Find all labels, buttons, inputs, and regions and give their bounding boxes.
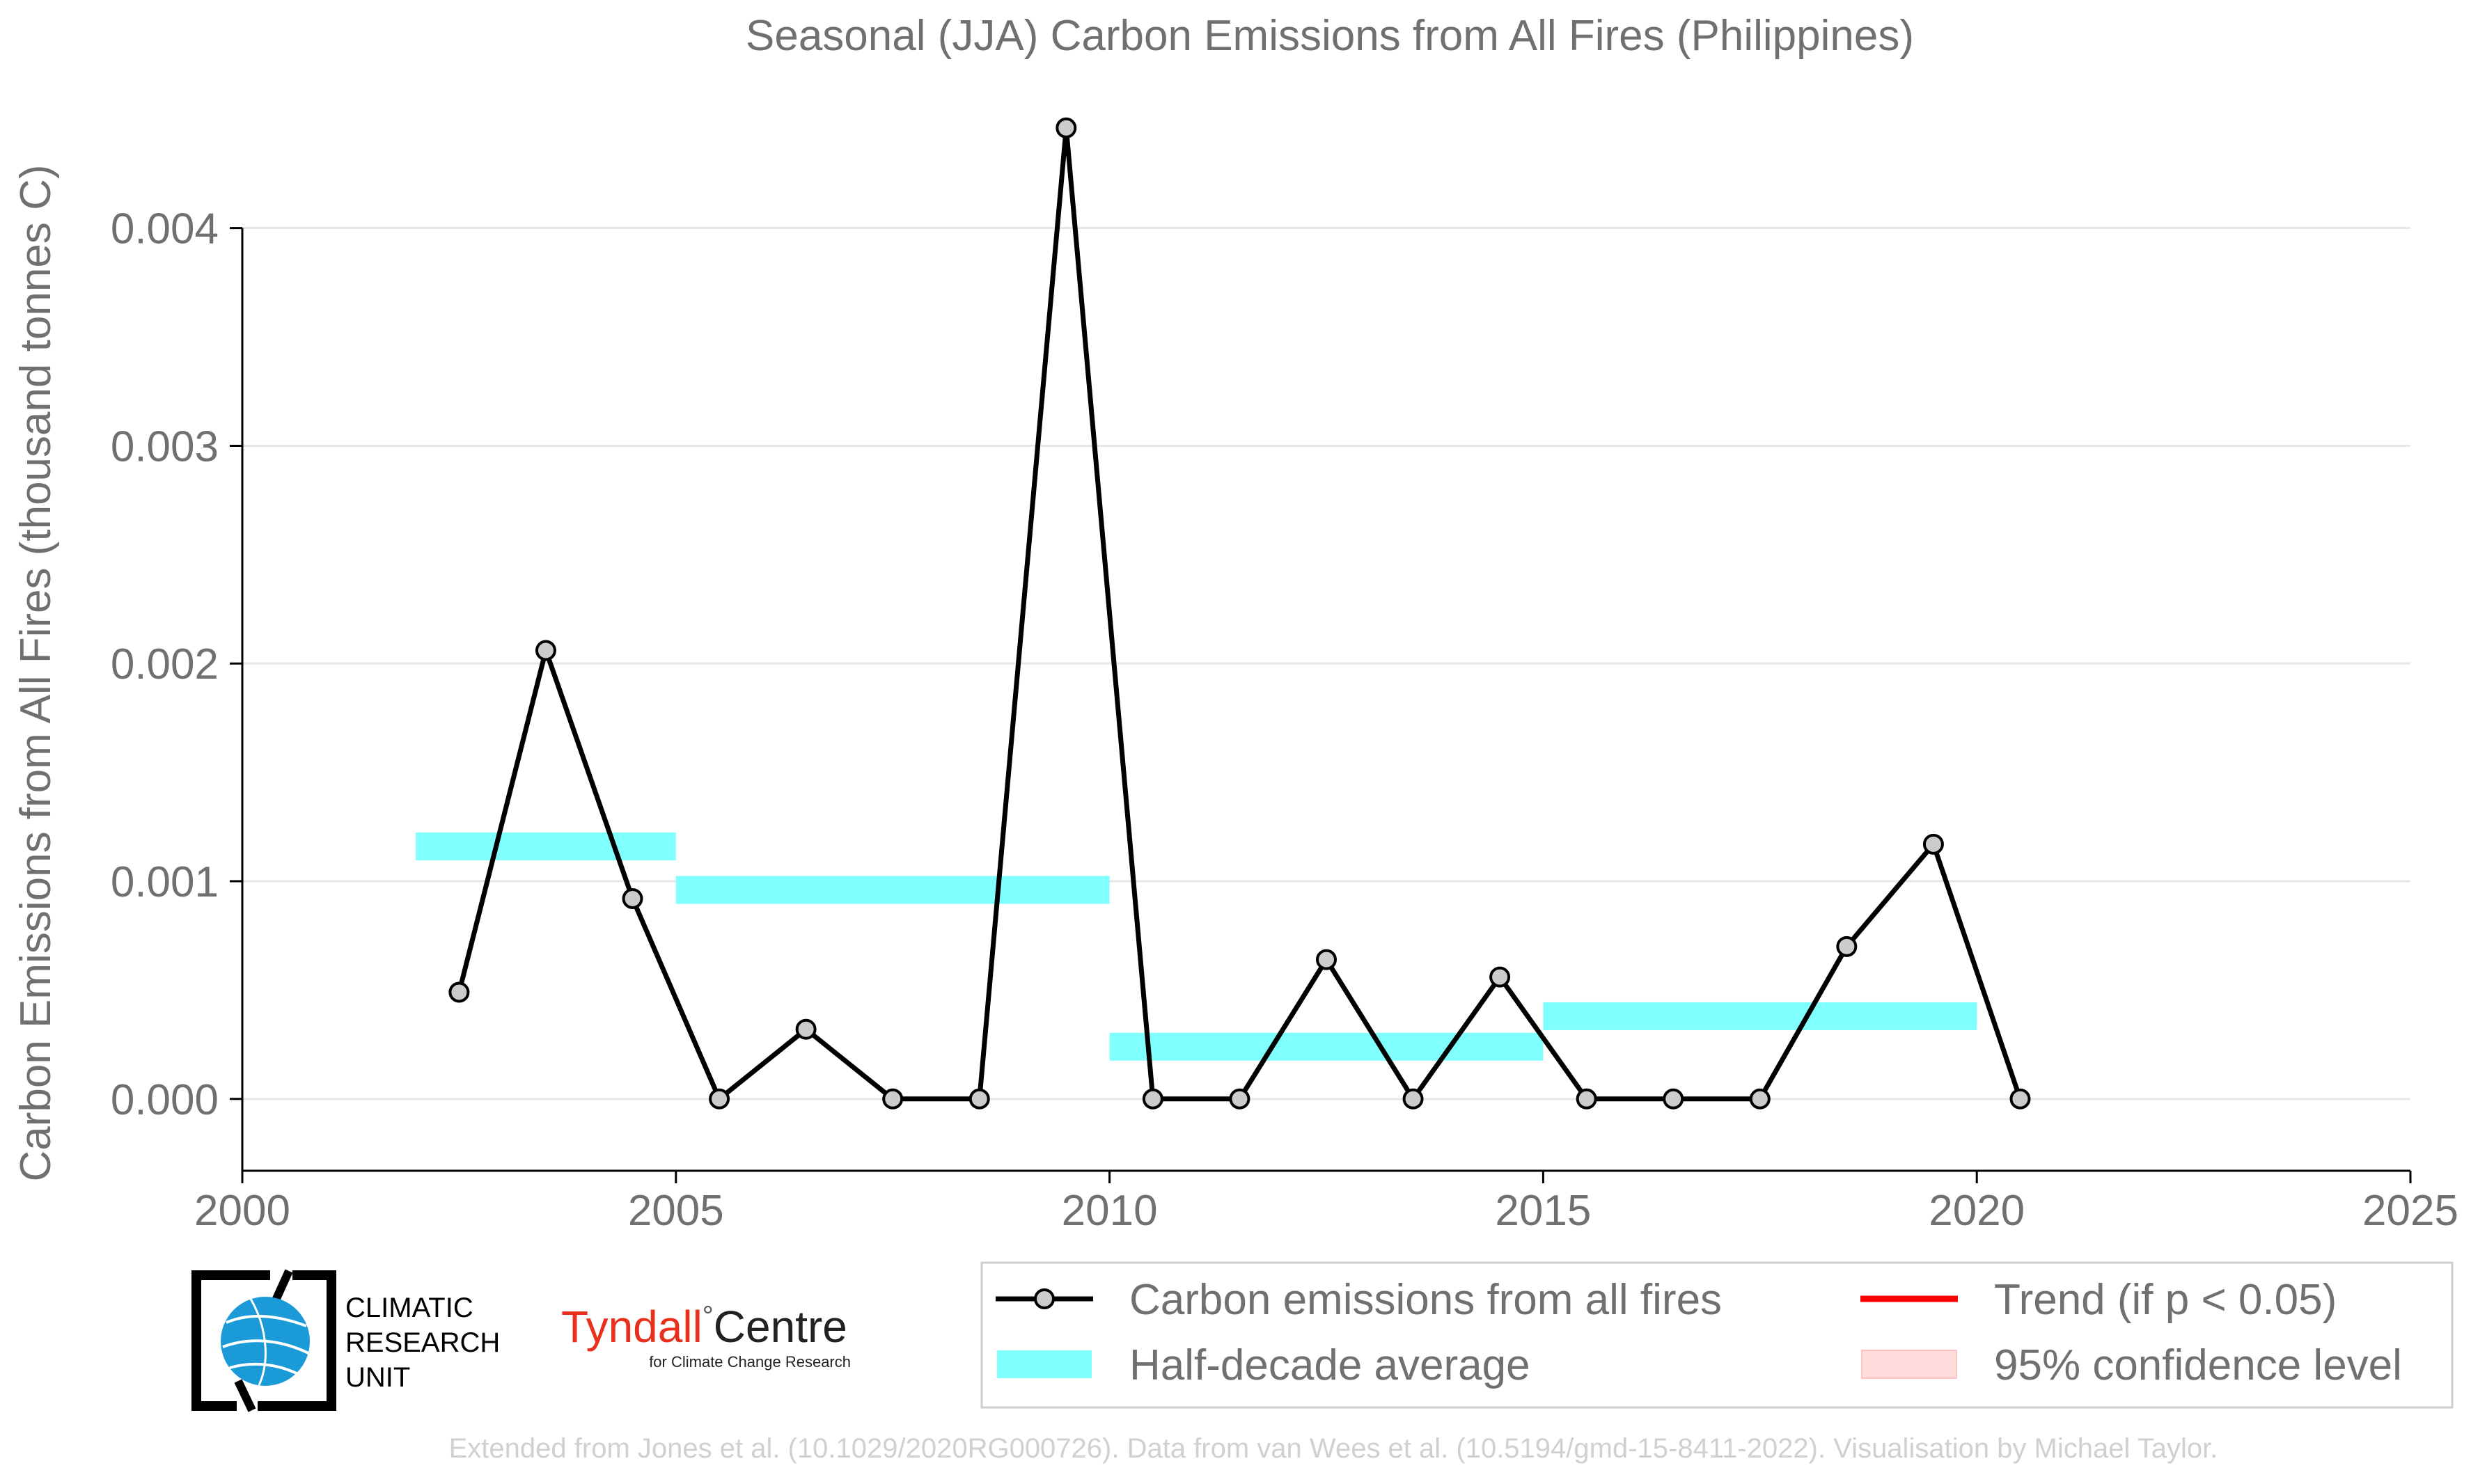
data-point [1749,1088,1771,1110]
legend-confidence-swatch [1861,1350,1957,1379]
data-point [1489,966,1511,988]
tyndall-subtitle: for Climate Change Research [649,1353,851,1371]
legend-half-decade-swatch [997,1350,1092,1378]
series-line [457,125,2023,1102]
globe-icon [221,1297,311,1386]
series-markers [448,117,2031,1110]
series-lines [457,125,2023,1102]
cru-line-2: RESEARCH [345,1327,500,1358]
x-tick-label: 2015 [1495,1187,1591,1235]
half-decade-average-bars [416,832,1977,1061]
half-decade-average-bar [675,876,1110,904]
data-point [882,1088,904,1110]
data-point [795,1018,817,1040]
chart-title: Seasonal (JJA) Carbon Emissions from All… [746,12,1914,60]
data-point [1229,1088,1250,1110]
grid-lines [242,227,2410,1100]
cru-line-3: UNIT [345,1362,410,1393]
cru-logo: CLIMATIC RESEARCH UNIT [191,1269,500,1412]
data-point [1836,936,1858,957]
data-point [968,1088,990,1110]
data-point [2009,1088,2031,1110]
cru-slash-bottom [234,1379,256,1412]
data-point [448,981,470,1003]
data-point [1663,1088,1684,1110]
cru-bracket-left [191,1270,270,1411]
y-tick-label: 0.001 [111,858,219,906]
x-tick-label: 2005 [628,1187,724,1235]
half-decade-average-bar [1543,1002,1977,1030]
y-tick-label: 0.002 [111,640,219,688]
tyndall-wordmark: Tyndall°Centre [561,1301,847,1352]
half-decade-average-bar [1109,1032,1544,1061]
data-point [1922,833,1944,855]
tick-labels: 0.000 0.001 0.002 0.003 0.004 2000 2005 2010 201… [111,205,2458,1235]
data-point [535,640,556,661]
cru-line-1: CLIMATIC [345,1293,473,1323]
legend-marker-swatch [1034,1288,1055,1309]
data-point [1316,949,1337,970]
legend: Carbon emissions from all fires Trend (i… [980,1261,2454,1409]
cru-slash-top [271,1269,293,1304]
legend-label-half-decade: Half-decade average [1129,1341,1530,1389]
credit-text: Extended from Jones et al. (10.1029/2020… [449,1433,2218,1464]
data-point [1402,1088,1424,1110]
legend-box [980,1261,2454,1409]
x-tick-label: 2010 [1062,1187,1158,1235]
x-tick-label: 2025 [2362,1187,2458,1235]
half-decade-average-bar [416,832,676,860]
y-axis-label: Carbon Emissions from All Fires (thousan… [12,164,60,1181]
legend-label-confidence: 95% confidence level [1994,1341,2402,1389]
data-point [1056,117,1077,139]
axes [230,227,2412,1183]
y-tick-label: 0.000 [111,1076,219,1124]
cru-bracket-right [258,1270,336,1411]
y-tick-label: 0.004 [111,205,219,253]
tyndall-logo: Tyndall°Centre for Climate Change Resear… [561,1301,851,1371]
legend-label-trend: Trend (if p < 0.05) [1994,1276,2337,1324]
data-point [1576,1088,1597,1110]
x-tick-label: 2020 [1929,1187,2025,1235]
x-tick-label: 2000 [194,1187,290,1235]
y-tick-label: 0.003 [111,423,219,471]
data-point [709,1088,730,1110]
data-point [622,888,643,910]
data-point [1142,1088,1163,1110]
legend-label-series: Carbon emissions from all fires [1129,1276,1722,1324]
